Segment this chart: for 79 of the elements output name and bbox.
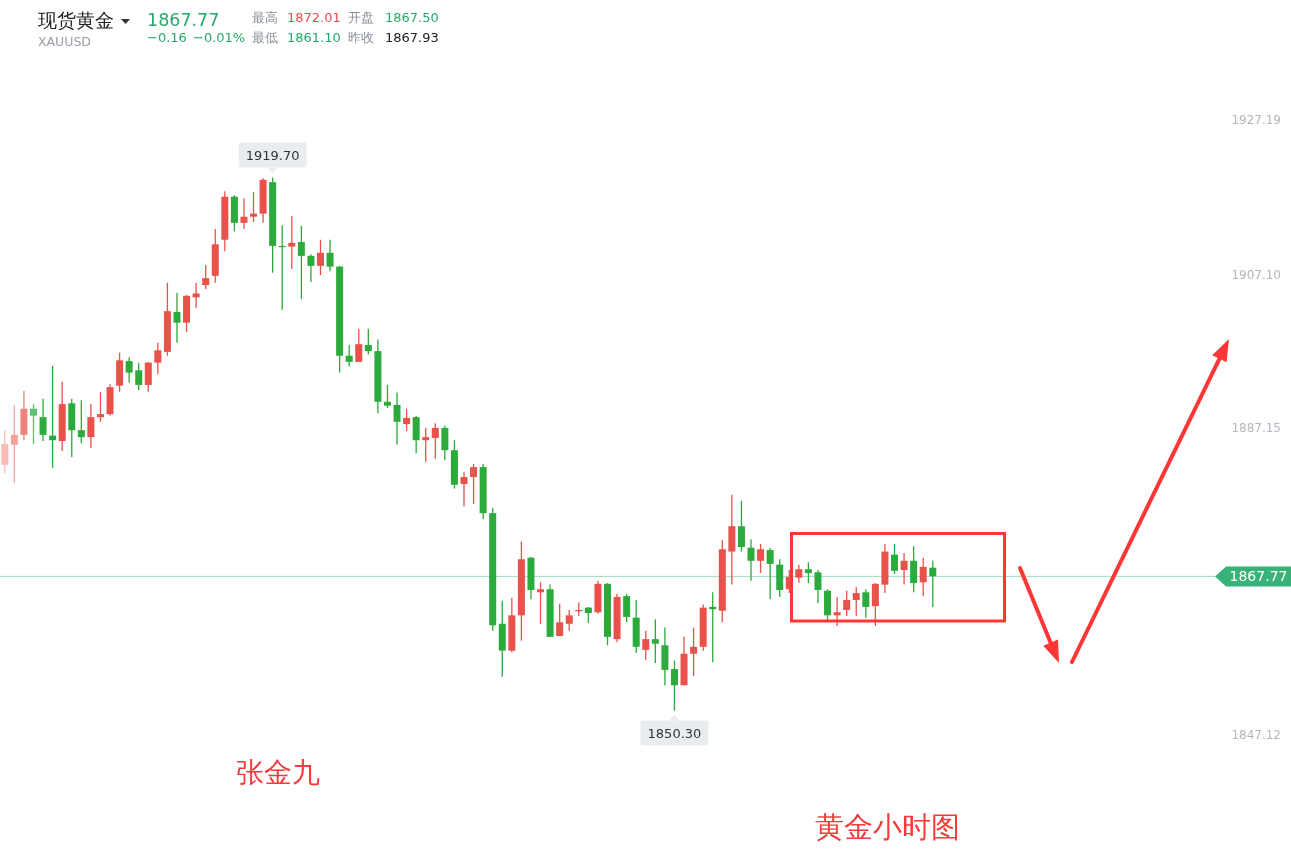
callout: 1850.30	[640, 714, 709, 746]
candlestick	[795, 563, 803, 584]
candlestick	[929, 560, 937, 608]
candlestick	[900, 552, 908, 586]
text: −0.01%	[193, 30, 246, 45]
candlestick	[326, 239, 334, 272]
text: 1872.01	[287, 10, 341, 25]
candlestick	[852, 586, 860, 617]
candlestick	[87, 403, 95, 449]
candlestick	[202, 264, 210, 290]
candlestick	[690, 626, 698, 677]
candlestick	[422, 427, 430, 463]
candlestick	[1, 429, 9, 474]
text: 最高	[252, 10, 278, 25]
candlestick	[565, 609, 573, 632]
candlestick	[642, 630, 650, 661]
annotation: 1919.70	[245, 147, 300, 163]
candlestick	[288, 215, 296, 270]
candlestick	[862, 588, 870, 619]
candlestick	[154, 342, 162, 375]
candlestick	[651, 618, 659, 664]
header: 现货黄金 XAUUSD	[38, 9, 114, 49]
candlestick	[39, 398, 47, 442]
candlestick	[135, 361, 143, 391]
text: 1867.93	[385, 30, 439, 45]
candlestick	[843, 590, 851, 617]
candlestick	[77, 399, 85, 444]
candlestick	[297, 225, 305, 300]
text: 开盘	[348, 10, 374, 25]
candlestick	[383, 384, 391, 409]
candlestick	[250, 191, 258, 223]
candlestick	[670, 660, 678, 712]
ref-line-label: 1867.77	[1229, 568, 1288, 585]
candlestick	[441, 424, 449, 461]
text: 1861.10	[287, 30, 341, 45]
candlestick	[814, 569, 822, 604]
text: 张金九	[236, 756, 320, 789]
candlestick	[355, 328, 363, 363]
candlestick	[393, 391, 401, 446]
candlestick	[240, 197, 248, 230]
text: 1867.77	[147, 10, 220, 30]
candlestick	[29, 403, 37, 445]
candlestick	[345, 344, 353, 368]
candlestick	[144, 361, 152, 393]
candlestick	[10, 405, 18, 484]
candlestick	[307, 253, 315, 283]
candlestick	[747, 538, 755, 582]
candlestick	[833, 596, 841, 627]
candlestick	[412, 414, 420, 454]
y-tick-label: 1887.15	[1231, 420, 1281, 435]
text: 最低	[252, 30, 278, 45]
candlestick	[556, 603, 564, 637]
y-tick-label: 1907.10	[1231, 267, 1281, 282]
candlestick	[871, 582, 879, 627]
candlestick	[910, 545, 918, 593]
text: 1867.50	[385, 10, 439, 25]
candlestick	[623, 593, 631, 623]
candlestick	[316, 239, 324, 276]
candlestick	[757, 543, 765, 574]
text: 黄金小时图	[815, 810, 960, 844]
y-tick-label: 1927.19	[1231, 113, 1281, 128]
candlestick	[460, 471, 468, 507]
candlestick	[125, 356, 133, 384]
candlestick	[470, 463, 478, 505]
candlestick	[173, 292, 181, 344]
candlestick	[403, 408, 411, 432]
text: 昨收	[348, 30, 374, 45]
candlestick	[766, 547, 774, 600]
annotation: 1850.30	[647, 725, 702, 741]
candlestick	[804, 561, 812, 584]
text: −0.16	[147, 30, 187, 45]
candlestick	[96, 391, 104, 423]
candlestick	[537, 581, 545, 625]
candlestick	[431, 422, 439, 460]
candlestick	[891, 543, 899, 575]
candlestick	[364, 328, 372, 355]
y-tick-label: 1847.12	[1231, 728, 1281, 743]
candlestick	[919, 557, 927, 597]
candlestick	[737, 500, 745, 553]
